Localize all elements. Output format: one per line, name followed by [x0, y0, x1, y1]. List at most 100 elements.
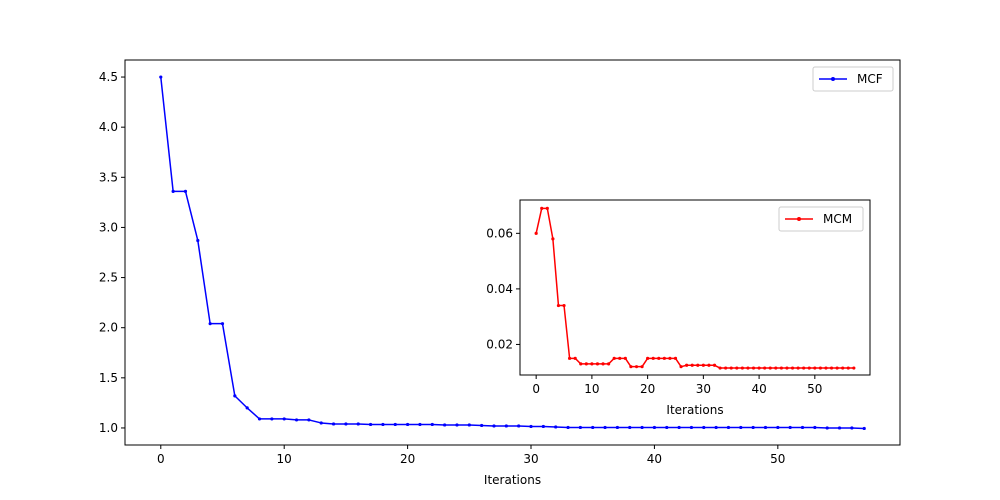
inset-ticks: 0 10 20 30 40 50 0.02 0.04 0.06 — [486, 226, 822, 396]
main-data-point — [529, 424, 533, 429]
main-plot-frame — [124, 59, 901, 446]
inset-x-tick-label: 50 — [807, 382, 822, 396]
main-data-point — [480, 423, 484, 428]
inset-y-tick-label: 0.06 — [486, 226, 513, 240]
main-data-point — [850, 426, 854, 430]
main-data-point — [763, 425, 768, 430]
inset-data-point — [790, 366, 795, 370]
inset-data-point — [618, 356, 622, 360]
main-data-point — [591, 425, 595, 430]
main-series-line-0 — [160, 76, 865, 430]
main-data-point — [677, 425, 681, 430]
main-legend-box — [812, 66, 894, 92]
main-data-point — [393, 422, 397, 427]
inset-data-point — [612, 356, 616, 360]
inset-data-point — [718, 366, 722, 370]
main-x-tick-label: 0 — [157, 452, 165, 466]
main-data-point — [183, 189, 188, 193]
main-data-point — [406, 422, 410, 427]
inset-data-point — [601, 362, 605, 366]
inset-data-point — [556, 303, 561, 308]
main-data-point — [294, 418, 299, 422]
inset-data-point — [623, 356, 627, 360]
main-data-point — [541, 424, 545, 429]
main-data-point — [689, 425, 694, 430]
main-data-point — [800, 425, 805, 430]
inset-data-point — [696, 363, 700, 367]
inset-data-point — [712, 363, 717, 367]
inset-data-point — [540, 206, 544, 210]
main-data-point — [578, 425, 582, 430]
main-y-tick-label: 3.5 — [99, 170, 118, 184]
inset-data-point — [673, 356, 678, 360]
inset-data-point — [841, 366, 845, 370]
main-x-tick-label: 10 — [277, 452, 292, 466]
main-data-point — [788, 425, 792, 430]
main-x-tick-label: 30 — [523, 452, 538, 466]
inset-y-tick-label: 0.02 — [486, 337, 513, 351]
main-y-tick-label: 4.0 — [99, 120, 118, 134]
main-legend: MCF — [812, 66, 894, 92]
main-data-point — [517, 424, 521, 428]
inset-data-point — [701, 363, 705, 367]
inset-x-tick-label: 40 — [751, 382, 766, 396]
inset-data-point — [807, 366, 811, 370]
inset-data-point — [751, 366, 756, 370]
inset-data-point — [657, 356, 661, 360]
main-data-point — [640, 425, 644, 430]
inset-data-point — [763, 366, 767, 370]
main-y-tick-label: 2.0 — [99, 321, 118, 335]
inset-data-point — [651, 356, 655, 360]
main-data-point — [813, 425, 817, 430]
main-data-point — [257, 417, 262, 421]
inset-data-point — [662, 356, 666, 360]
inset-data-point — [568, 356, 572, 360]
main-data-point — [837, 426, 842, 430]
inset-data-point — [829, 366, 834, 370]
main-data-point — [862, 426, 866, 431]
inset-legend-marker — [797, 217, 801, 221]
inset-data-point — [852, 366, 856, 370]
main-data-point — [331, 422, 336, 426]
main-y-tick-label: 2.5 — [99, 271, 118, 285]
inset-data-point — [668, 356, 672, 360]
main-legend-marker — [831, 77, 835, 81]
main-data-point — [714, 425, 718, 430]
inset-data-point — [735, 366, 739, 370]
main-data-point — [356, 422, 360, 426]
main-data-point — [196, 238, 200, 243]
inset-x-tick-label: 30 — [696, 382, 711, 396]
inset-data-point — [818, 366, 823, 370]
main-y-tick-label: 1.0 — [99, 421, 118, 435]
main-data-point — [344, 422, 348, 426]
main-y-tick-label: 1.5 — [99, 371, 118, 385]
main-plot: 0 10 20 30 40 50 1.0 1.5 2.0 2.5 3.0 3.5 4.0 4.5 Iter… — [99, 59, 901, 487]
inset-data-point — [813, 366, 817, 370]
main-data-point — [751, 425, 755, 430]
inset-data-point — [740, 366, 744, 370]
main-data-point — [504, 424, 508, 428]
main-data-point — [702, 425, 706, 430]
main-data-point — [652, 425, 657, 430]
inset-x-tick-label: 20 — [640, 382, 655, 396]
inset-data-point — [584, 362, 588, 366]
inset-data-point — [846, 366, 850, 370]
inset-data-point — [579, 362, 583, 366]
inset-legend-label: MCM — [823, 212, 852, 226]
main-data-point — [492, 424, 496, 428]
main-y-tick-label: 3.0 — [99, 220, 118, 234]
main-data-point — [554, 425, 558, 429]
main-data-point — [825, 426, 829, 430]
main-data-point — [381, 422, 385, 427]
inset-data-point — [640, 365, 644, 369]
main-x-axis-title: Iterations — [484, 473, 541, 487]
main-x-tick-label: 20 — [400, 452, 415, 466]
main-data-point — [739, 425, 743, 430]
main-data-layer — [159, 75, 866, 431]
inset-data-point — [534, 231, 538, 235]
inset-data-point — [724, 366, 728, 370]
inset-data-point — [551, 237, 555, 241]
inset-data-point — [785, 366, 789, 370]
inset-y-tick-label: 0.04 — [486, 282, 513, 296]
